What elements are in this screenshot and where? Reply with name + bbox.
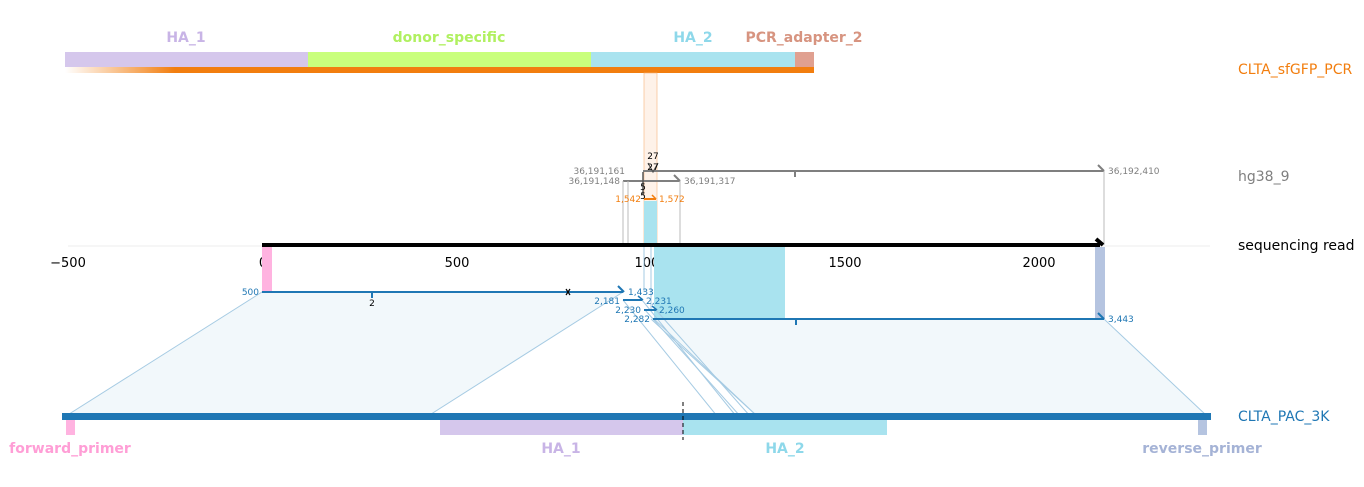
- genome-alignment-1-end: 36,192,410: [1108, 167, 1160, 177]
- connector-5: [655, 309, 751, 417]
- insertion-2-label: 2: [369, 299, 375, 309]
- read-axis: −500 0 500 1000 1500 2000: [50, 256, 1055, 271]
- bottom-feature-forward-primer-label: forward_primer: [9, 441, 131, 457]
- bottom-alignment-4-arrow: [1097, 312, 1105, 320]
- insertion-5-label-b: 5: [640, 192, 646, 202]
- genome-alignment-2-end: 36,191,317: [684, 177, 736, 187]
- genome-alignment-1-arrow: [1097, 164, 1105, 172]
- top-reference-name: CLTA_sfGFP_PCR: [1238, 62, 1352, 78]
- top-reference-bar: [175, 67, 814, 73]
- bottom-reference-bar: [62, 413, 1211, 420]
- axis-tick-label: 500: [445, 256, 470, 271]
- bottom-feature-forward-primer-bar: [66, 420, 75, 435]
- top-feature-pcr-adapter-label: PCR_adapter_2: [745, 30, 862, 46]
- bottom-feature-ha1-bar: [440, 420, 683, 435]
- axis-tick-label: 1500: [828, 256, 861, 271]
- top-alignment-arrow: [651, 194, 657, 200]
- insertion-5-label-a: 5: [640, 183, 646, 193]
- bottom-feature-ha1-label: HA_1: [541, 441, 580, 457]
- genome-name: hg38_9: [1238, 169, 1289, 185]
- top-feature-ha2-bar: [591, 52, 795, 67]
- read-ha2-cyan-block: [654, 292, 785, 319]
- bottom-alignment-3-end: 2,260: [659, 306, 685, 316]
- top-feature-donor-specific-label: donor_specific: [393, 30, 506, 46]
- bottom-alignment-1-end: 1,433: [628, 288, 654, 298]
- top-reference: HA_1 donor_specific HA_2 PCR_adapter_2 C…: [65, 30, 1352, 78]
- top-alignment-end: 1,572: [659, 195, 685, 205]
- bottom-feature-reverse-primer-bar: [1198, 420, 1207, 435]
- read-forward-primer-highlight: [262, 247, 272, 292]
- bottom-alignment-4-start: 2,282: [624, 315, 650, 325]
- top-feature-ha1-bar: [65, 52, 308, 67]
- bottom-alignment-1-arrow: [617, 285, 625, 293]
- bottom-alignment-shading: [64, 247, 1209, 417]
- genome-alignment-2-arrow: [673, 174, 681, 182]
- bottom-feature-ha2-label: HA_2: [765, 441, 804, 457]
- axis-tick-label: 2000: [1022, 256, 1055, 271]
- bottom-alignment-4-end: 3,443: [1108, 315, 1134, 325]
- bottom-feature-ha2-bar: [683, 420, 887, 435]
- genome-alignments: 36,191,161 36,192,410 36,191,148 36,191,…: [568, 152, 1289, 245]
- genome-alignment-2-start: 36,191,148: [568, 177, 620, 187]
- top-feature-donor-specific-bar: [308, 52, 591, 67]
- bottom-alignment-2-end: 2,231: [646, 297, 672, 307]
- bottom-alignment-1-shade: [64, 291, 625, 417]
- sequencing-read: sequencing read: [68, 237, 1354, 254]
- top-feature-pcr-adapter-bar: [795, 52, 814, 67]
- bottom-alignment-2-start: 2,181: [594, 297, 620, 307]
- top-feature-ha2-label: HA_2: [673, 30, 712, 46]
- deletion-marker: [565, 288, 571, 296]
- bottom-alignments: 500 1,433 2 2,181 2,231 2,230 2,260 2,28…: [242, 285, 1134, 325]
- read-name: sequencing read: [1238, 238, 1354, 254]
- bottom-alignment-3-arrow: [651, 305, 658, 311]
- connector-6: [650, 318, 758, 417]
- bottom-alignment-2-arrow: [637, 295, 644, 301]
- top-feature-ha1-label: HA_1: [166, 30, 205, 46]
- read-ha2-highlight-top: [644, 201, 657, 245]
- top-alignment: 1,542 1,572: [615, 194, 685, 205]
- insertion-27-marker: [647, 162, 659, 174]
- bottom-alignment-3-start: 2,230: [615, 306, 641, 316]
- bottom-reference-name: CLTA_PAC_3K: [1238, 409, 1330, 425]
- bottom-reference: forward_primer HA_1 HA_2 reverse_primer …: [9, 402, 1330, 457]
- axis-tick-label: −500: [50, 256, 86, 271]
- top-reference-fade: [65, 67, 175, 73]
- bottom-alignment-1-start: 500: [242, 288, 259, 298]
- connector-2: [622, 299, 718, 417]
- read-arrow: [1094, 237, 1105, 247]
- insertion-27-label-b: 27: [647, 163, 658, 173]
- top-alignment-start: 1,542: [615, 195, 641, 205]
- read-reverse-primer-highlight: [1095, 247, 1105, 319]
- read-ha2-highlight-bottom: [654, 247, 785, 292]
- bottom-feature-reverse-primer-label: reverse_primer: [1142, 441, 1262, 457]
- insertion-27-label-a: 27: [647, 152, 658, 162]
- genome-alignment-1-start: 36,191,161: [573, 167, 625, 177]
